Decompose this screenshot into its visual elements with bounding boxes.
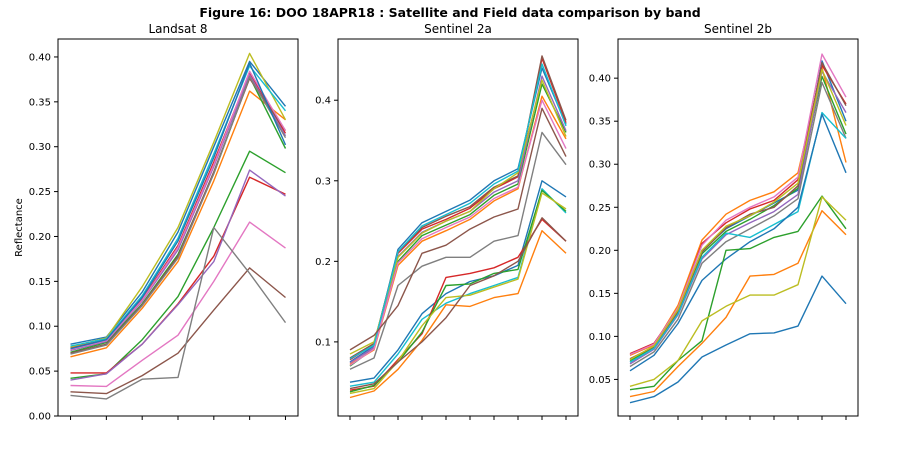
panel-1: Landsat 8 Reflectance 0.00 0.05 0.10 0.15 0.20… xyxy=(14,22,299,423)
series-line-10 xyxy=(349,131,567,370)
y-tick-label: 0.30 xyxy=(29,142,51,153)
series-line-12 xyxy=(349,180,567,383)
series-line-7 xyxy=(629,53,847,356)
y-tick-label: 0.20 xyxy=(589,246,611,257)
series-line-11 xyxy=(629,113,847,372)
series-line-2 xyxy=(70,90,286,358)
series-line-12 xyxy=(629,195,847,391)
axes-frame xyxy=(617,38,859,417)
y-axis-label: Reflectance xyxy=(14,198,25,257)
series-line-10 xyxy=(629,111,847,363)
series-line-6 xyxy=(70,77,287,354)
y-tick-label: 0.1 xyxy=(315,337,331,348)
series-line-7 xyxy=(349,99,567,366)
series-line-14 xyxy=(629,196,847,387)
series-line-13 xyxy=(629,209,847,398)
y-tick-label: 0.40 xyxy=(29,52,51,63)
series-line-7 xyxy=(70,70,287,351)
series-line-15 xyxy=(629,275,847,404)
y-tick-label: 0.10 xyxy=(29,322,51,333)
series-line-5 xyxy=(70,74,287,352)
series-line-15 xyxy=(70,221,286,388)
series-line-18 xyxy=(349,217,567,390)
y-tick-label: 0.15 xyxy=(589,289,611,300)
panel-3: Sentinel 2b 0.05 0.10 0.15 0.20 0.25 0.30 0.35 0… xyxy=(589,22,859,420)
series-line-17 xyxy=(70,226,287,400)
panel-title: Landsat 8 xyxy=(148,22,207,36)
series-line-3 xyxy=(70,75,287,353)
figure-title: Figure 16: DOO 18APR18 : Satellite and F… xyxy=(199,5,701,20)
y-tick-label: 0.10 xyxy=(589,332,611,343)
y-tick-label: 0.35 xyxy=(29,97,51,108)
series-line-9 xyxy=(629,68,847,361)
y-tick-label: 0.25 xyxy=(589,203,611,214)
series-line-11 xyxy=(349,107,567,351)
series-line-4 xyxy=(70,72,287,349)
y-tick-label: 0.40 xyxy=(589,74,611,85)
panel-title: Sentinel 2b xyxy=(704,22,772,36)
series-line-9 xyxy=(349,63,567,360)
series-line-8 xyxy=(70,75,287,355)
y-tick-label: 0.4 xyxy=(315,96,331,107)
y-tick-label: 0.05 xyxy=(29,367,51,378)
series-line-14 xyxy=(349,218,567,391)
y-tick-label: 0.35 xyxy=(589,117,611,128)
y-tick-label: 0.25 xyxy=(29,187,51,198)
series-line-12 xyxy=(70,150,286,379)
y-tick-label: 0.05 xyxy=(589,375,611,386)
series-line-16 xyxy=(349,192,567,395)
y-tick-label: 0.15 xyxy=(29,277,51,288)
series-line-1 xyxy=(70,60,287,345)
axes-frame xyxy=(57,38,299,417)
series-line-14 xyxy=(70,169,286,381)
y-tick-label: 0.00 xyxy=(29,412,51,423)
series-line-16 xyxy=(70,267,286,395)
panel-2: Sentinel 2a 0.1 0.2 0.3 0.4 xyxy=(315,22,579,420)
y-tick-label: 0.2 xyxy=(315,257,331,268)
series-line-13 xyxy=(349,188,567,387)
series-line-5 xyxy=(629,70,847,365)
series-line-11 xyxy=(70,62,287,350)
axes-frame xyxy=(337,38,579,417)
y-tick-label: 0.20 xyxy=(29,232,51,243)
series-line-8 xyxy=(629,81,847,368)
panel-title: Sentinel 2a xyxy=(424,22,492,36)
y-tick-label: 0.30 xyxy=(589,160,611,171)
y-tick-label: 0.3 xyxy=(315,176,331,187)
series-line-3 xyxy=(629,75,847,362)
series-line-17 xyxy=(349,229,567,399)
